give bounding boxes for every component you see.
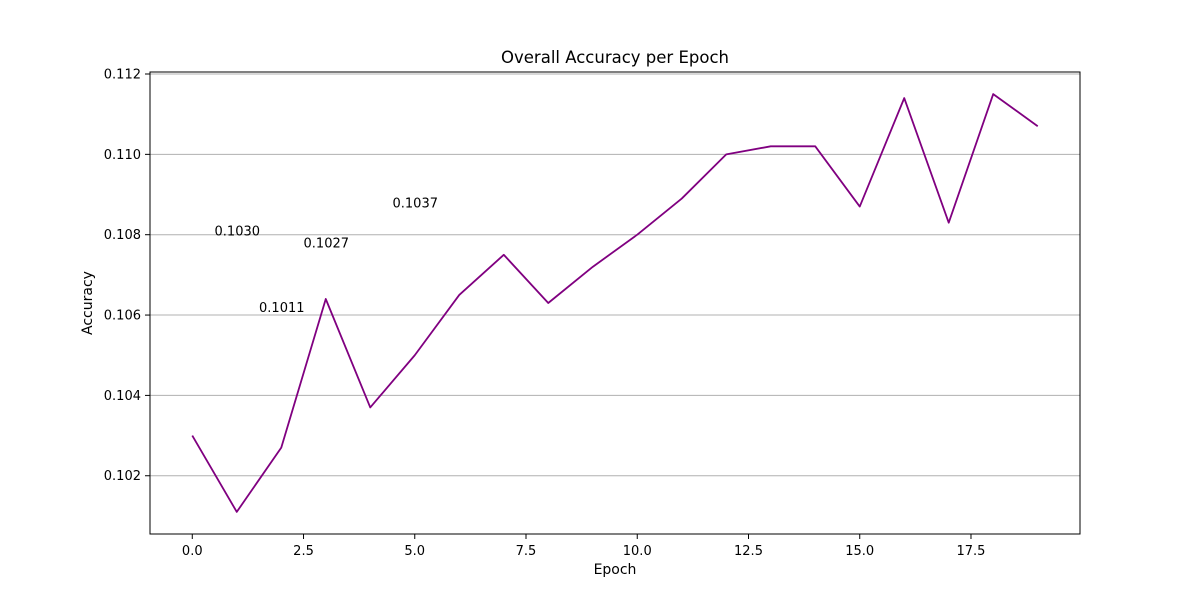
plot-area-frame [149,71,1081,535]
value-annotation: 0.1027 [304,237,350,252]
y-axis-ticks: 0.102 0.104 0.106 0.108 0.110 0.112 [104,68,150,484]
x-axis-ticks: 0.0 2.5 5.0 7.5 10.0 12.5 15.0 17.5 [182,534,986,559]
accuracy-series-line [191,93,1039,513]
y-axis-label: Accuracy [80,271,96,335]
y-tick-label: 0.106 [104,309,141,324]
x-tick-label: 15.0 [845,544,874,559]
value-annotation: 0.1037 [393,196,439,211]
x-tick-label: 10.0 [623,544,652,559]
chart-title: Overall Accuracy per Epoch [501,48,729,67]
y-tick-label: 0.108 [104,228,141,243]
x-tick-label: 5.0 [404,544,425,559]
y-tick-label: 0.112 [104,68,141,83]
value-annotation: 0.1030 [215,225,261,240]
x-tick-label: 17.5 [957,544,986,559]
y-gridlines [150,73,1080,477]
x-tick-label: 12.5 [734,544,763,559]
x-tick-label: 7.5 [516,544,537,559]
x-axis-label: Epoch [594,562,637,578]
x-tick-label: 0.0 [182,544,203,559]
y-tick-label: 0.104 [104,389,141,404]
value-annotation: 0.1011 [259,301,305,316]
y-tick-label: 0.102 [104,469,141,484]
value-annotations: 0.1030 0.1011 0.1027 0.1037 [215,196,438,315]
y-tick-label: 0.110 [104,148,141,163]
x-tick-label: 2.5 [293,544,314,559]
